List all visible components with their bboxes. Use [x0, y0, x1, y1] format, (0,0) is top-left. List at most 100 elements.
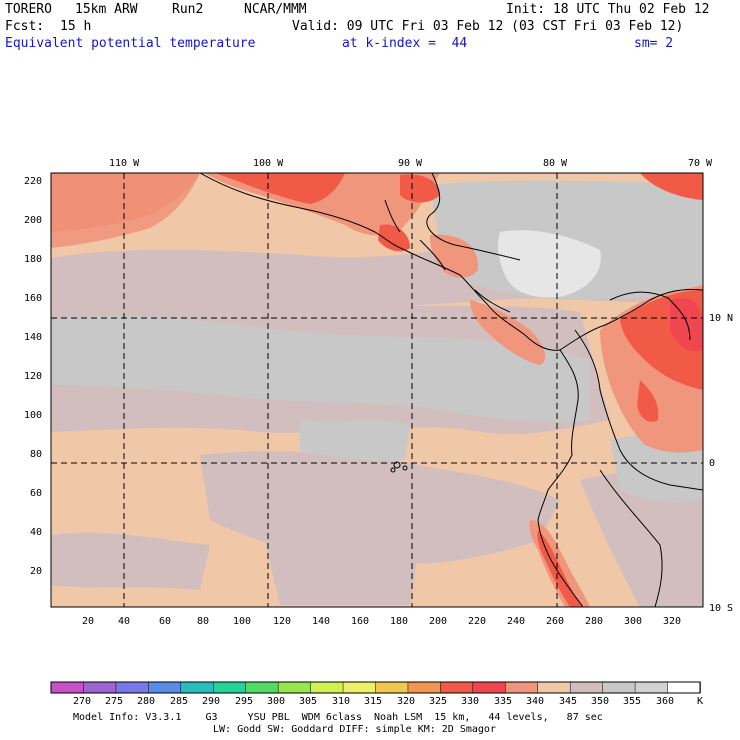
colombia-border [574, 329, 703, 491]
colorbar-cell [602, 681, 636, 694]
x-tick: 180 [390, 616, 409, 627]
field-band-330 [400, 174, 440, 203]
x-tick: 240 [507, 616, 526, 627]
colorbar-cell [472, 681, 507, 694]
field-band-350 [51, 315, 590, 422]
y-tick: 180 [24, 254, 43, 265]
y-tick: 120 [24, 371, 43, 382]
colorbar-label: 335 [494, 696, 513, 707]
colorbar-label: 300 [267, 696, 286, 707]
colorbar-cell [342, 681, 377, 694]
colorbar-cell [505, 681, 539, 694]
x-tick: 40 [118, 616, 131, 627]
colorbar-cell [50, 681, 85, 694]
colorbar-frame [50, 681, 701, 694]
colorbar-cell [213, 681, 247, 694]
field-band-335 [51, 173, 200, 248]
colorbar-label: 315 [364, 696, 383, 707]
colorbar-label: 350 [591, 696, 610, 707]
colorbar-cell [569, 681, 604, 694]
guatemala-border [384, 199, 401, 233]
valid-time: Valid: 09 UTC Fri 03 Feb 12 (03 CST Fri … [292, 19, 684, 34]
colorbar-cell [537, 681, 571, 694]
colorbar-cell [310, 681, 344, 694]
y-tick: 20 [30, 566, 43, 577]
forecast-hour-label: Fcst: [5, 19, 45, 34]
coastlines [199, 173, 703, 607]
colorbar-label: 275 [105, 696, 124, 707]
colorbar-label: 295 [235, 696, 254, 707]
field-band-350 [300, 420, 410, 461]
field-band-330 [215, 173, 345, 204]
y-tick: 200 [24, 215, 43, 226]
x-tick: 60 [159, 616, 172, 627]
x-tick: 220 [468, 616, 487, 627]
model-resolution: 15km ARW [75, 2, 138, 17]
colorbar-label: 360 [656, 696, 675, 707]
venezuela-coast [609, 291, 691, 341]
colorbar-label: 345 [559, 696, 578, 707]
x-tick: 80 [197, 616, 210, 627]
field-band-330 [378, 224, 410, 252]
x-tick: 160 [351, 616, 370, 627]
y-tick: 60 [30, 488, 43, 499]
peru-border [599, 469, 663, 607]
colorbar-label: 285 [170, 696, 189, 707]
honduras-border [419, 239, 446, 271]
x-tick: 20 [82, 616, 95, 627]
model-name: TORERO [5, 2, 52, 17]
colorbar-label: 355 [623, 696, 642, 707]
colorbar-cell [115, 681, 150, 694]
run-label: Run2 [172, 2, 204, 17]
colorbar-cell [634, 681, 669, 694]
central-america-coast [199, 173, 561, 351]
field-band-345 [260, 518, 420, 605]
field-band-330 [640, 173, 703, 200]
colorbar-unit: K [697, 696, 704, 707]
colorbar-cell [245, 681, 279, 694]
forecast-hour-value: 15 h [60, 19, 92, 34]
temperature-field [51, 173, 703, 607]
colorbar-cells [50, 681, 701, 694]
field-band-325 [670, 298, 703, 352]
galapagos-island [393, 461, 401, 469]
x-tick: 260 [546, 616, 565, 627]
colorbar-label: 325 [429, 696, 448, 707]
colorbar-label: 320 [397, 696, 416, 707]
galapagos-island [390, 467, 396, 473]
smoothing-label: sm= 2 [634, 36, 674, 51]
x-tick: 100 [233, 616, 252, 627]
y-tick: 100 [24, 410, 43, 421]
init-time: Init: 18 UTC Thu 02 Feb 12 [506, 2, 710, 17]
colorbar-label: 280 [137, 696, 156, 707]
y-tick: 160 [24, 293, 43, 304]
field-band-345 [580, 471, 703, 607]
colorbar-label: 305 [299, 696, 318, 707]
colorbar-label: 310 [332, 696, 351, 707]
lat-label-10s: 10 S [709, 603, 734, 614]
colorbar-label: 340 [526, 696, 545, 707]
colorbar-cell [83, 681, 117, 694]
x-tick: 320 [663, 616, 682, 627]
x-tick: 300 [624, 616, 643, 627]
lon-label-100w: 100 W [253, 158, 284, 169]
y-tick: 140 [24, 332, 43, 343]
field-band-355 [497, 230, 601, 298]
colorbar-cell [667, 681, 701, 694]
colorbar-cell [440, 681, 474, 694]
x-tick: 280 [585, 616, 604, 627]
lon-label-70w: 70 W [688, 158, 713, 169]
level-label: at k-index = 44 [342, 36, 468, 51]
colorbar-cell [277, 681, 312, 694]
y-tick: 80 [30, 449, 43, 460]
caribbean-coast [426, 173, 521, 261]
colorbar-label: 270 [73, 696, 92, 707]
field-band-335 [470, 300, 546, 365]
graticule [51, 173, 703, 607]
lon-label-110w: 110 W [109, 158, 140, 169]
colorbar-cell [375, 681, 409, 694]
lat-label-equator: 0 [709, 458, 716, 469]
colorbar-cell [148, 681, 182, 694]
model-info: Model Info: V3.3.1 G3 YSU PBL WDM 6class… [73, 712, 603, 723]
